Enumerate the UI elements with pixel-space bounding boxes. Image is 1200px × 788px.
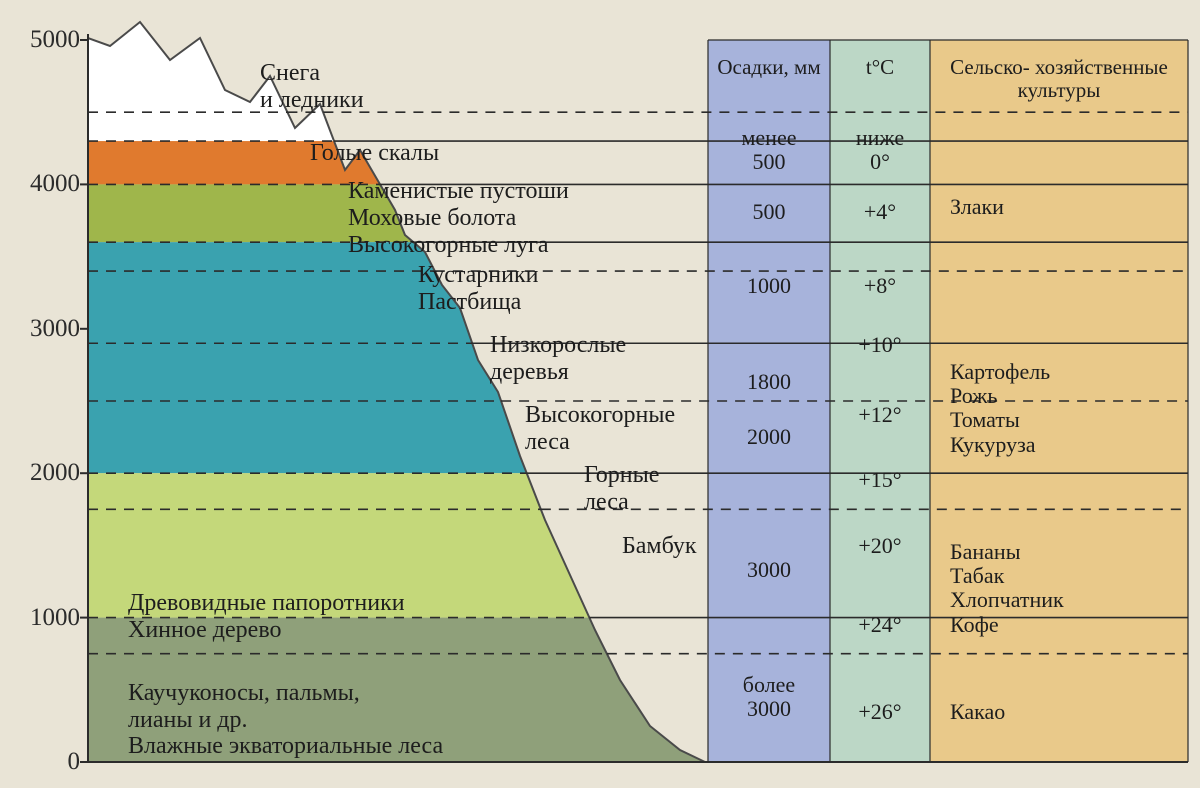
header-temp: t°C: [830, 56, 930, 79]
precip-3: 1800: [708, 370, 830, 394]
zone-label-4: Низкорослые деревья: [490, 332, 626, 386]
crops-1: Картофель Рожь Томаты Кукуруза: [950, 360, 1184, 457]
precip-2: 1000: [708, 274, 830, 298]
zone-label-3: Кустарники Пастбища: [418, 262, 538, 316]
temp-0: ниже 0°: [830, 126, 930, 174]
crops-2: Бананы Табак Хлопчатник Кофе: [950, 540, 1184, 637]
ytick-5000: 5000: [20, 26, 80, 54]
temp-6: +20°: [830, 534, 930, 558]
zone-label-2: Каменистые пустоши Моховые болота Высоко…: [348, 178, 569, 259]
temp-4: +12°: [830, 403, 930, 427]
crops-0: Злаки: [950, 195, 1184, 219]
precip-0: менее 500: [708, 126, 830, 174]
zone-label-5: Высокогорные леса: [525, 402, 675, 456]
ytick-4000: 4000: [20, 170, 80, 198]
precip-1: 500: [708, 200, 830, 224]
zone-label-8: Древовидные папоротники Хинное дерево: [128, 590, 405, 644]
zone-label-9: Каучуконосы, пальмы, лианы и др.: [128, 680, 360, 734]
header-crops: Сельско- хозяйственные культуры: [930, 56, 1188, 102]
zone-label-7: Бамбук: [622, 533, 697, 560]
ytick-2000: 2000: [20, 459, 80, 487]
ytick-0: 0: [20, 748, 80, 776]
temp-5: +15°: [830, 468, 930, 492]
zone-label-6: Горные леса: [584, 462, 659, 516]
temp-3: +10°: [830, 333, 930, 357]
temp-1: +4°: [830, 200, 930, 224]
temp-7: +24°: [830, 613, 930, 637]
zone-label-10: Влажные экваториальные леса: [128, 733, 443, 760]
zone-label-1: Голые скалы: [310, 140, 439, 167]
precip-4: 2000: [708, 425, 830, 449]
altitudinal-zonation-diagram: 0 1000 2000 3000 4000 5000 Осадки, ммt°CСельск…: [0, 0, 1200, 788]
ytick-3000: 3000: [20, 315, 80, 343]
header-precip: Осадки, мм: [708, 56, 830, 79]
precip-5: 3000: [708, 558, 830, 582]
zone-label-0: Снега и ледники: [260, 60, 364, 114]
temp-2: +8°: [830, 274, 930, 298]
crops-3: Какао: [950, 700, 1184, 724]
temp-8: +26°: [830, 700, 930, 724]
ytick-1000: 1000: [20, 604, 80, 632]
precip-6: более 3000: [708, 673, 830, 721]
